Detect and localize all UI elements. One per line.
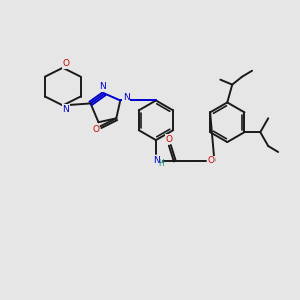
Text: O: O	[208, 156, 215, 165]
Text: O: O	[92, 125, 99, 134]
Text: N: N	[62, 105, 69, 114]
Text: O: O	[165, 135, 172, 144]
Text: O: O	[62, 59, 69, 68]
Text: N: N	[99, 82, 106, 91]
Text: N: N	[123, 93, 130, 102]
Text: N: N	[154, 156, 160, 165]
Text: H: H	[158, 159, 164, 168]
